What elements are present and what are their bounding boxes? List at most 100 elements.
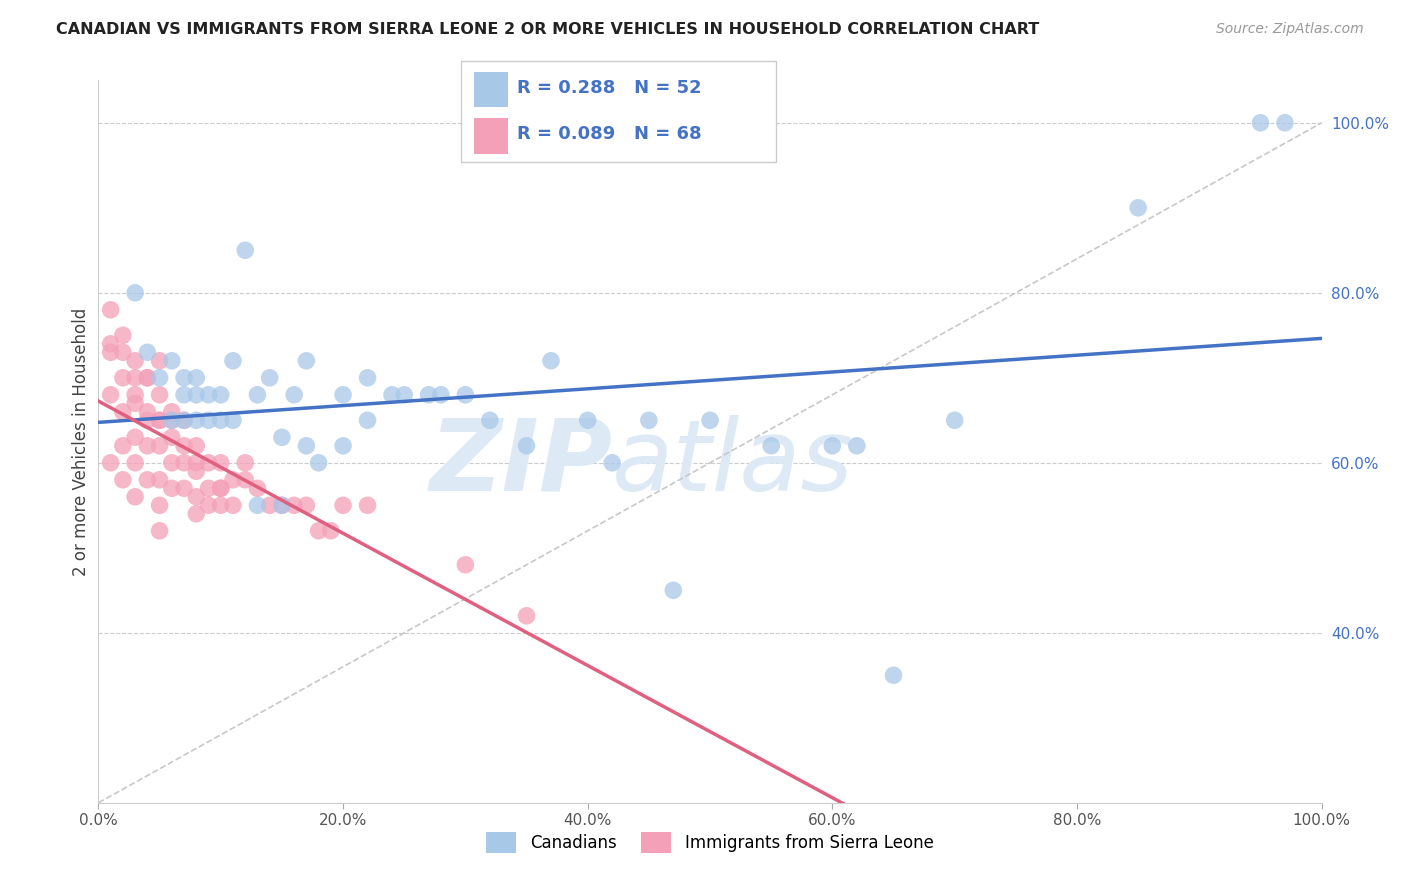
Point xyxy=(136,405,159,419)
Point xyxy=(197,481,219,495)
Point xyxy=(111,328,134,343)
Point xyxy=(356,498,378,512)
Point xyxy=(111,439,134,453)
Point xyxy=(197,456,219,470)
Point xyxy=(295,353,318,368)
Point xyxy=(149,473,172,487)
Point xyxy=(430,388,453,402)
Point xyxy=(332,388,354,402)
Point xyxy=(418,388,440,402)
Point xyxy=(173,413,195,427)
Point xyxy=(124,456,146,470)
Point xyxy=(516,439,538,453)
Point xyxy=(761,439,783,453)
Point xyxy=(136,413,159,427)
Point xyxy=(222,473,245,487)
Point xyxy=(197,413,219,427)
Point xyxy=(186,439,208,453)
Point xyxy=(160,353,183,368)
Point xyxy=(111,345,134,359)
Text: ZIP: ZIP xyxy=(429,415,612,512)
Point xyxy=(516,608,538,623)
Point xyxy=(149,439,172,453)
Point xyxy=(124,396,146,410)
Point xyxy=(1250,116,1272,130)
Point xyxy=(124,285,146,300)
Point xyxy=(283,388,305,402)
Point xyxy=(209,481,232,495)
Point xyxy=(186,371,208,385)
Point xyxy=(100,456,122,470)
Point xyxy=(186,388,208,402)
Point xyxy=(124,353,146,368)
Point xyxy=(600,456,623,470)
Point xyxy=(1128,201,1150,215)
Point xyxy=(356,413,378,427)
Point xyxy=(197,498,219,512)
Point xyxy=(222,498,245,512)
Point xyxy=(662,583,685,598)
Point xyxy=(1274,116,1296,130)
Point xyxy=(283,498,305,512)
Text: R = 0.288   N = 52: R = 0.288 N = 52 xyxy=(517,79,702,97)
Point xyxy=(173,439,195,453)
Point xyxy=(295,498,318,512)
Point xyxy=(197,388,219,402)
Point xyxy=(149,388,172,402)
Point xyxy=(136,473,159,487)
Point xyxy=(308,456,330,470)
Point xyxy=(381,388,404,402)
Point xyxy=(454,388,477,402)
Y-axis label: 2 or more Vehicles in Household: 2 or more Vehicles in Household xyxy=(72,308,90,575)
Point xyxy=(136,371,159,385)
Point xyxy=(124,430,146,444)
Point xyxy=(124,388,146,402)
Point xyxy=(149,353,172,368)
Point xyxy=(637,413,661,427)
Point xyxy=(173,413,195,427)
Point xyxy=(233,244,256,258)
Point xyxy=(186,456,208,470)
Point xyxy=(111,371,134,385)
Legend: Canadians, Immigrants from Sierra Leone: Canadians, Immigrants from Sierra Leone xyxy=(479,826,941,860)
Point xyxy=(259,498,281,512)
Point xyxy=(270,430,294,444)
Point xyxy=(845,439,868,453)
Point xyxy=(576,413,599,427)
Point xyxy=(149,413,172,427)
Point xyxy=(883,668,905,682)
Point xyxy=(160,413,183,427)
Point xyxy=(699,413,721,427)
Point xyxy=(821,439,844,453)
Point xyxy=(540,353,562,368)
Point xyxy=(186,490,208,504)
Point xyxy=(111,473,134,487)
Point xyxy=(478,413,501,427)
Point xyxy=(356,371,378,385)
Point xyxy=(392,388,416,402)
Point xyxy=(100,345,122,359)
Point xyxy=(270,498,294,512)
Point xyxy=(209,498,232,512)
Point xyxy=(233,456,256,470)
Point xyxy=(319,524,342,538)
Point xyxy=(100,388,122,402)
Point xyxy=(222,353,245,368)
Point xyxy=(136,345,159,359)
Point xyxy=(160,430,183,444)
Point xyxy=(332,439,354,453)
Point xyxy=(270,498,294,512)
Point xyxy=(259,371,281,385)
Point xyxy=(209,388,232,402)
Point xyxy=(233,473,256,487)
Point xyxy=(100,336,122,351)
Point xyxy=(246,498,269,512)
Point xyxy=(173,481,195,495)
Point xyxy=(332,498,354,512)
Point xyxy=(246,481,269,495)
Point xyxy=(454,558,477,572)
Point xyxy=(186,413,208,427)
Point xyxy=(246,388,269,402)
Point xyxy=(149,371,172,385)
Point xyxy=(295,439,318,453)
